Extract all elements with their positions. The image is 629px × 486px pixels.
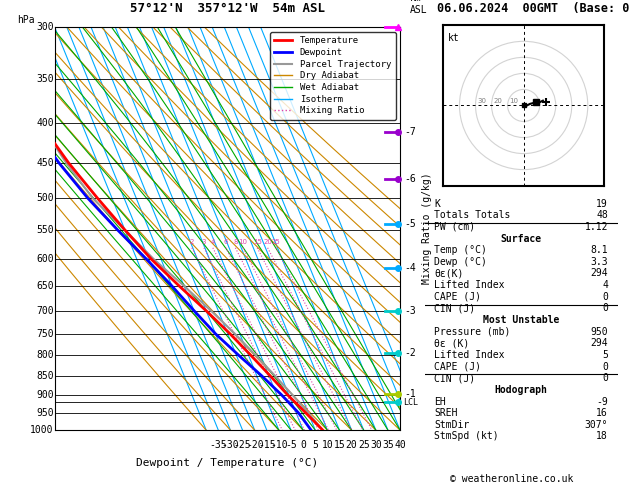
Text: 950: 950	[591, 327, 608, 337]
Text: -15: -15	[258, 440, 276, 450]
Text: 8: 8	[233, 239, 238, 244]
Text: 15: 15	[253, 239, 262, 244]
Text: Mixing Ratio (g/kg): Mixing Ratio (g/kg)	[422, 173, 432, 284]
Text: hPa: hPa	[17, 15, 35, 25]
Text: 3: 3	[202, 239, 206, 244]
Text: 8.1: 8.1	[591, 245, 608, 255]
Text: 0: 0	[602, 292, 608, 302]
Text: Dewpoint / Temperature (°C): Dewpoint / Temperature (°C)	[136, 458, 318, 469]
Text: 30: 30	[477, 98, 486, 104]
Text: 30: 30	[370, 440, 382, 450]
Text: © weatheronline.co.uk: © weatheronline.co.uk	[450, 473, 573, 484]
Text: 3.3: 3.3	[591, 257, 608, 267]
Text: 400: 400	[36, 119, 53, 128]
Text: θε (K): θε (K)	[434, 338, 469, 348]
Text: Temp (°C): Temp (°C)	[434, 245, 487, 255]
Text: CAPE (J): CAPE (J)	[434, 292, 481, 302]
Text: 6: 6	[223, 239, 228, 244]
Text: 1.12: 1.12	[584, 222, 608, 232]
Text: -3: -3	[404, 306, 416, 316]
Text: 10: 10	[321, 440, 333, 450]
Text: 600: 600	[36, 254, 53, 264]
Text: 20: 20	[263, 239, 272, 244]
Text: Dewp (°C): Dewp (°C)	[434, 257, 487, 267]
Text: -6: -6	[404, 174, 416, 184]
Text: CIN (J): CIN (J)	[434, 303, 476, 313]
Text: 950: 950	[36, 408, 53, 418]
Text: 294: 294	[591, 338, 608, 348]
Text: StmDir: StmDir	[434, 420, 469, 430]
Text: 350: 350	[36, 74, 53, 84]
Text: SREH: SREH	[434, 408, 458, 418]
Text: θε(K): θε(K)	[434, 268, 464, 278]
Text: 16: 16	[596, 408, 608, 418]
Text: -20: -20	[246, 440, 264, 450]
Text: 40: 40	[394, 440, 406, 450]
Text: 0: 0	[602, 373, 608, 383]
Text: -30: -30	[221, 440, 239, 450]
Text: -7: -7	[404, 127, 416, 137]
Text: Hodograph: Hodograph	[494, 385, 548, 395]
Text: -1: -1	[404, 389, 416, 399]
Legend: Temperature, Dewpoint, Parcel Trajectory, Dry Adiabat, Wet Adiabat, Isotherm, Mi: Temperature, Dewpoint, Parcel Trajectory…	[270, 32, 396, 120]
Text: 4: 4	[602, 280, 608, 290]
Text: -10: -10	[270, 440, 287, 450]
Text: 550: 550	[36, 225, 53, 235]
Text: 650: 650	[36, 281, 53, 291]
Text: 700: 700	[36, 306, 53, 316]
Text: 450: 450	[36, 158, 53, 168]
Text: 4: 4	[211, 239, 215, 244]
Text: CIN (J): CIN (J)	[434, 373, 476, 383]
Text: 15: 15	[333, 440, 345, 450]
Text: 10: 10	[238, 239, 247, 244]
Text: 0: 0	[602, 303, 608, 313]
Text: 2: 2	[190, 239, 194, 244]
Text: 20: 20	[493, 98, 502, 104]
Text: 1000: 1000	[30, 425, 53, 435]
Text: 25: 25	[272, 239, 281, 244]
Text: Totals Totals: Totals Totals	[434, 210, 511, 220]
Text: 25: 25	[358, 440, 370, 450]
Text: -5: -5	[285, 440, 297, 450]
Text: CAPE (J): CAPE (J)	[434, 362, 481, 372]
Text: -9: -9	[596, 397, 608, 406]
Text: -4: -4	[404, 263, 416, 273]
Text: K: K	[434, 199, 440, 208]
Text: -5: -5	[404, 219, 416, 229]
Text: PW (cm): PW (cm)	[434, 222, 476, 232]
Text: 18: 18	[596, 432, 608, 441]
Text: StmSpd (kt): StmSpd (kt)	[434, 432, 499, 441]
Text: 48: 48	[596, 210, 608, 220]
Text: 294: 294	[591, 268, 608, 278]
Text: 500: 500	[36, 193, 53, 203]
Text: 0: 0	[602, 362, 608, 372]
Text: km
ASL: km ASL	[409, 0, 427, 15]
Text: 57°12'N  357°12'W  54m ASL: 57°12'N 357°12'W 54m ASL	[130, 2, 325, 15]
Text: LCL: LCL	[403, 398, 418, 407]
Text: EH: EH	[434, 397, 446, 406]
Text: 5: 5	[312, 440, 318, 450]
Text: -35: -35	[209, 440, 227, 450]
Text: Pressure (mb): Pressure (mb)	[434, 327, 511, 337]
Text: 0: 0	[300, 440, 306, 450]
Text: 5: 5	[602, 350, 608, 360]
Text: 750: 750	[36, 329, 53, 339]
Text: Lifted Index: Lifted Index	[434, 350, 504, 360]
Text: Lifted Index: Lifted Index	[434, 280, 504, 290]
Text: Surface: Surface	[501, 233, 542, 243]
Text: -2: -2	[404, 348, 416, 358]
Text: 307°: 307°	[584, 420, 608, 430]
Text: 20: 20	[346, 440, 357, 450]
Text: Most Unstable: Most Unstable	[483, 315, 559, 325]
Text: -25: -25	[234, 440, 252, 450]
Text: 300: 300	[36, 22, 53, 32]
Text: 800: 800	[36, 350, 53, 361]
Text: 900: 900	[36, 390, 53, 400]
Text: kt: kt	[448, 34, 460, 43]
Text: 850: 850	[36, 371, 53, 381]
Text: 06.06.2024  00GMT  (Base: 06): 06.06.2024 00GMT (Base: 06)	[437, 2, 629, 15]
Text: 19: 19	[596, 199, 608, 208]
Text: 35: 35	[382, 440, 394, 450]
Text: 10: 10	[509, 98, 518, 104]
